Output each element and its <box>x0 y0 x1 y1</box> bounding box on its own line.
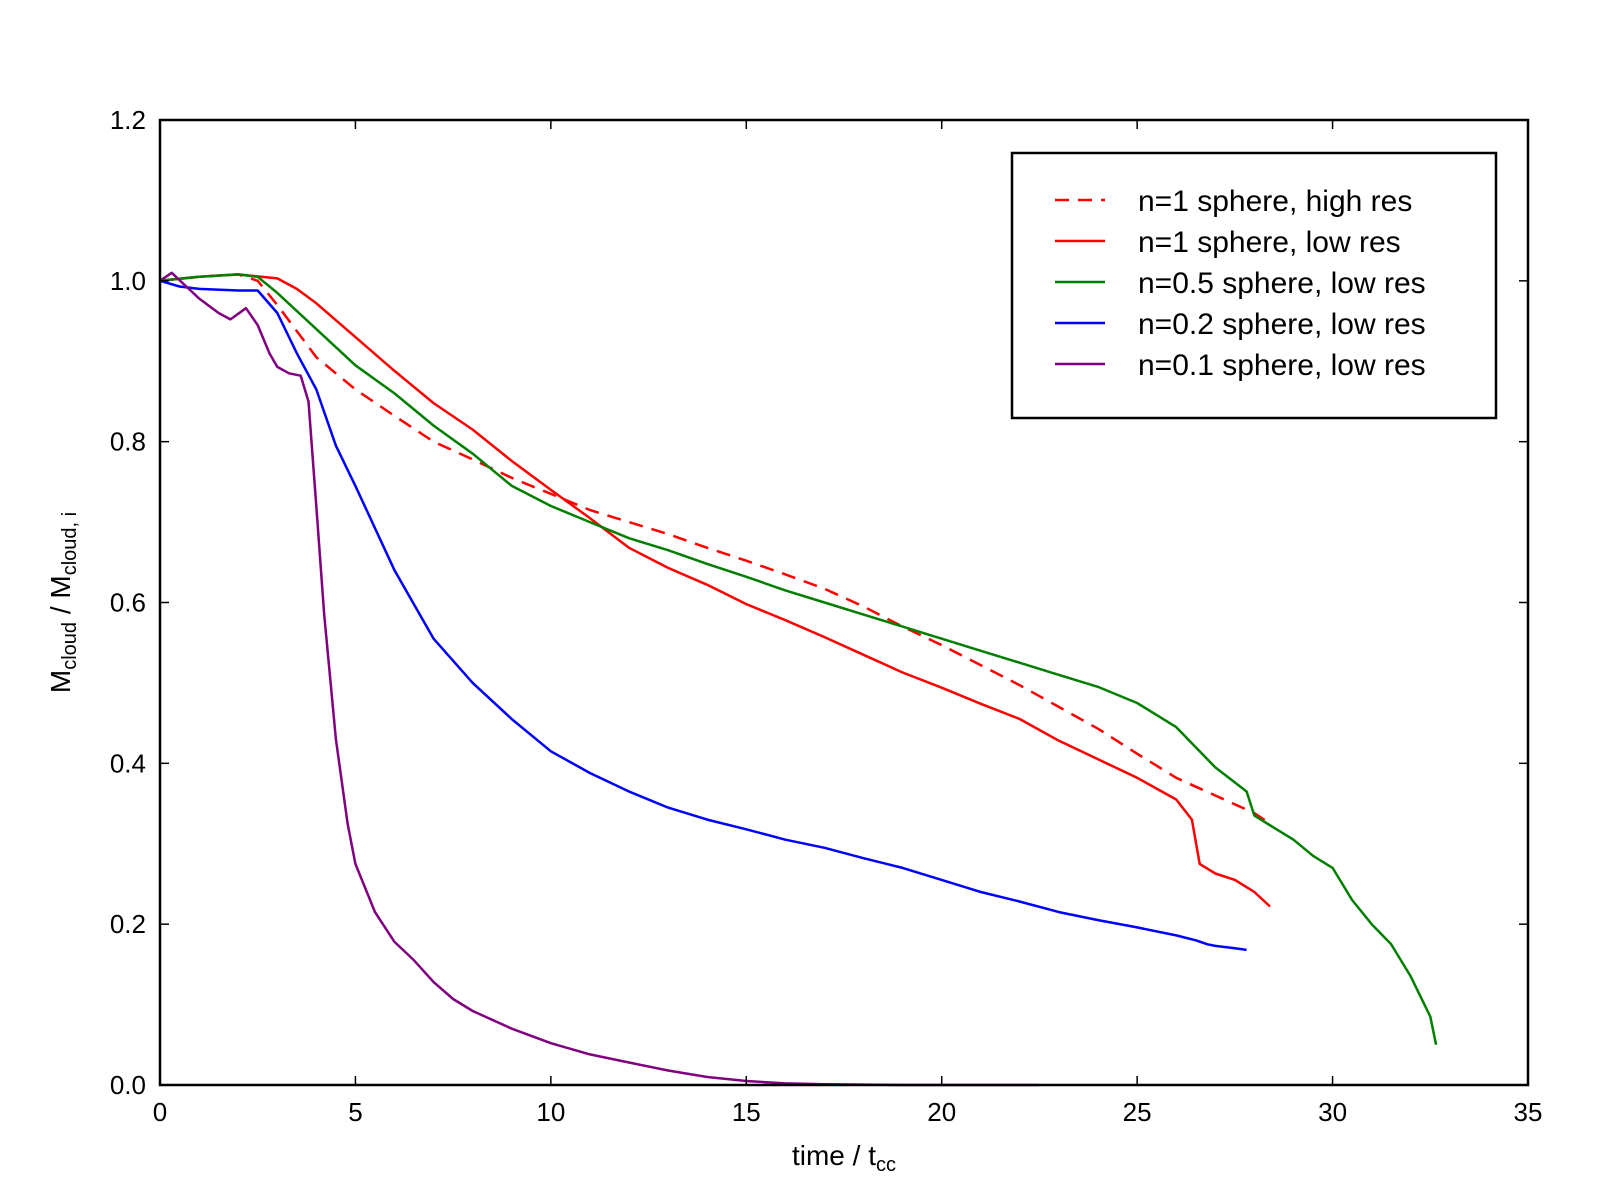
series-line-1 <box>159 273 1271 908</box>
legend-label-4: n=0.1 sphere, low res <box>1138 349 1426 382</box>
x-axis-label: time / tcc <box>792 1140 896 1176</box>
y-tick-label: 1.0 <box>110 266 146 296</box>
legend-box <box>1010 151 1498 420</box>
legend-label-0: n=1 sphere, high res <box>1138 185 1412 218</box>
x-tick-label: 25 <box>1123 1097 1152 1127</box>
y-tick-label: 0.8 <box>110 427 146 457</box>
ticks-layer <box>159 119 1529 1086</box>
x-tick-label: 5 <box>348 1097 362 1127</box>
series-line-3 <box>159 279 1247 952</box>
x-tick-label: 15 <box>732 1097 761 1127</box>
x-axis-label-sub: cc <box>876 1154 896 1176</box>
x-tick-label: 30 <box>1318 1097 1347 1127</box>
tick-labels: 0 5 10 15 20 25 30 35 0.0 0.2 0.4 0.6 0.8 1.0 1.2 <box>110 105 1543 1127</box>
legend-label-1: n=1 sphere, low res <box>1138 226 1401 259</box>
x-tick-label: 20 <box>927 1097 956 1127</box>
y-tick-label: 0.2 <box>110 909 146 939</box>
legend-items: n=1 sphere, high res n=1 sphere, low res n… <box>1055 185 1426 382</box>
legend-label-2: n=0.5 sphere, low res <box>1138 267 1426 300</box>
x-tick-label: 10 <box>536 1097 565 1127</box>
y-tick-label: 0.0 <box>110 1070 146 1100</box>
x-axis-label-main: time / t <box>792 1140 876 1171</box>
y-tick-label: 0.6 <box>110 588 146 618</box>
x-tick-label: 35 <box>1514 1097 1543 1127</box>
series-line-0 <box>159 273 1271 825</box>
y-tick-label: 1.2 <box>110 105 146 135</box>
x-tick-label: 0 <box>153 1097 167 1127</box>
y-axis-label-sub1: cloud <box>59 622 81 670</box>
series-line-4 <box>159 271 1040 1087</box>
legend: n=1 sphere, high res n=1 sphere, low res n… <box>1010 151 1498 420</box>
y-axis-label: Mcloud / Mcloud, i <box>45 512 81 693</box>
series-layer <box>159 271 1438 1087</box>
series-line-2 <box>159 273 1438 1046</box>
y-axis-label-sub2: cloud, i <box>59 512 81 575</box>
y-axis-label-main: M <box>45 670 76 693</box>
y-tick-label: 0.4 <box>110 748 146 778</box>
y-axis-label-mid: / M <box>45 575 76 622</box>
legend-label-3: n=0.2 sphere, low res <box>1138 308 1426 341</box>
